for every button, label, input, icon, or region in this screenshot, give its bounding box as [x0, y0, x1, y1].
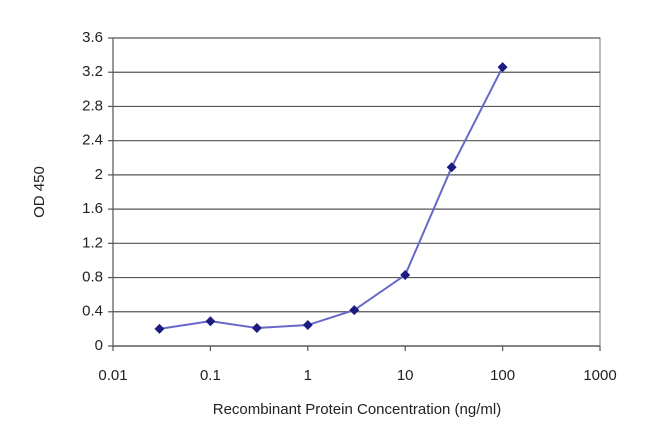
x-tick-label: 0.01 — [98, 367, 127, 384]
y-axis-label: OD 450 — [31, 166, 48, 218]
data-point — [497, 62, 508, 73]
data-point — [302, 320, 313, 331]
data-line — [159, 66, 504, 330]
x-tick-label: 10 — [397, 367, 414, 384]
data-point — [400, 269, 411, 280]
data-point — [446, 162, 457, 173]
x-tick-label: 100 — [490, 367, 515, 384]
x-axis-label: Recombinant Protein Concentration (ng/ml… — [213, 401, 501, 418]
y-tick-label: 0.8 — [82, 269, 103, 286]
y-tick-label: 1.6 — [82, 200, 103, 217]
y-tick-label: 2.8 — [82, 97, 103, 114]
y-tick-label: 0.4 — [82, 303, 103, 320]
data-point — [349, 305, 360, 316]
data-point — [154, 323, 165, 334]
y-tick-label: 1.2 — [82, 234, 103, 251]
data-point — [205, 316, 216, 327]
x-tick-label: 0.1 — [200, 367, 221, 384]
y-tick-label: 3.6 — [82, 29, 103, 46]
x-tick-label: 1000 — [583, 367, 616, 384]
y-tick-label: 0 — [95, 337, 103, 354]
y-tick-label: 2 — [95, 166, 103, 183]
x-tick-label: 1 — [304, 367, 312, 384]
y-tick-label: 3.2 — [82, 63, 103, 80]
y-tick-label: 2.4 — [82, 132, 103, 149]
plot-area — [112, 37, 601, 347]
data-point — [251, 323, 262, 334]
